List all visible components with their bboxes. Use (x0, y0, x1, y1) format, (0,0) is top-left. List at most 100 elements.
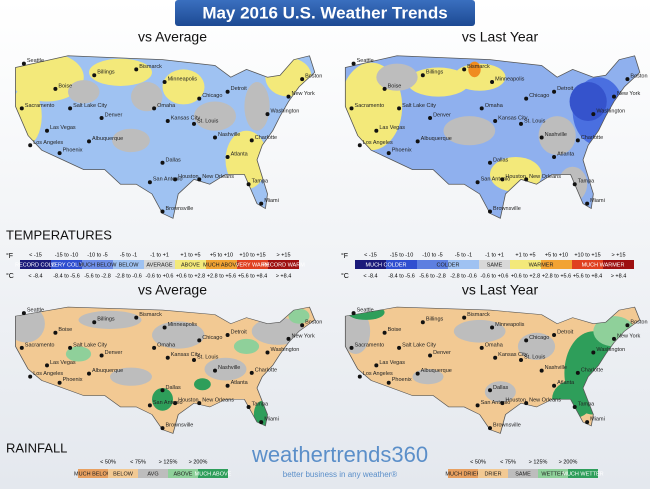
city-label: Chicago (202, 335, 222, 341)
city-dot (265, 350, 270, 355)
legend-threshold: < 75% (500, 459, 516, 465)
city-dot (21, 311, 26, 316)
legend-swatch (479, 260, 510, 269)
unit-label: °C (341, 272, 349, 280)
legend-swatch (78, 469, 108, 478)
city-dot (87, 371, 91, 376)
city-dot (552, 333, 557, 338)
city-label: Seattle (357, 58, 374, 64)
city-label: Boston (305, 320, 322, 326)
logo-tagline: better business in any weather® (283, 470, 398, 479)
legend-swatch (478, 469, 508, 478)
legend-threshold: > 200% (189, 459, 208, 465)
city-label: Nashville (545, 132, 567, 138)
city-label: Albuquerque (421, 368, 452, 374)
region (131, 82, 163, 112)
city-label: Boise (388, 83, 402, 89)
city-dot (539, 135, 544, 140)
city-dot (28, 374, 33, 379)
region (65, 346, 92, 362)
city-dot (351, 61, 356, 66)
city-label: Houston (505, 174, 526, 180)
city-dot (420, 73, 425, 78)
city-label: Los Angeles (33, 140, 63, 146)
legend-label: ABOVE (181, 262, 200, 268)
region (468, 61, 481, 78)
city-dot (585, 420, 590, 425)
city-dot (259, 420, 264, 425)
city-dot (173, 177, 178, 182)
legend-f: +5 to +10 (545, 252, 568, 258)
city-label: Albuquerque (421, 136, 452, 142)
city-dot (265, 112, 270, 117)
city-dot (524, 401, 529, 406)
region (89, 58, 152, 86)
city-label: Minneapolis (168, 77, 198, 83)
city-dot (162, 325, 167, 330)
city-label: Washington (596, 109, 625, 115)
legend-threshold: > 200% (559, 459, 578, 465)
legend-label: VERY WARM (236, 262, 270, 268)
legend-c: > +8.4 (611, 273, 627, 279)
region (193, 101, 236, 131)
city-dot (552, 154, 557, 159)
legend-threshold: < 75% (130, 459, 146, 465)
map-title: vs Average (138, 29, 207, 45)
legend-swatch (138, 469, 168, 478)
city-dot (428, 353, 433, 358)
city-label: Nashville (545, 365, 567, 371)
legend-c: -8.4 to -5.6 (388, 273, 415, 279)
city-dot (162, 80, 167, 85)
city-dot (374, 128, 379, 133)
city-dot (152, 106, 157, 111)
city-dot (45, 363, 49, 368)
legend-swatch (237, 260, 268, 269)
city-label: Brownsville (493, 206, 521, 212)
city-label: Billings (97, 70, 115, 76)
city-label: New York (292, 91, 315, 97)
city-dot (197, 338, 202, 343)
city-label: San Antonio (481, 177, 511, 183)
legend-f: -15 to -10 (390, 252, 414, 258)
region (288, 308, 310, 324)
city-dot (351, 311, 356, 316)
city-label: Omaha (485, 342, 504, 348)
legend-c: -2.8 to -0.6 (115, 273, 142, 279)
city-label: San Antonio (153, 177, 183, 183)
city-label: Minneapolis (495, 322, 525, 328)
legend-label: VERY COLD (51, 262, 83, 268)
legend-f: > +15 (611, 252, 625, 258)
city-dot (488, 388, 492, 393)
city-dot (259, 201, 264, 206)
city-label: Detroit (231, 86, 248, 92)
city-label: Detroit (557, 330, 574, 336)
region (345, 308, 371, 354)
city-label: Las Vegas (50, 360, 76, 366)
city-dot (165, 118, 170, 123)
city-dot (99, 116, 104, 121)
city-label: New Orleans (202, 398, 234, 404)
city-dot (585, 201, 590, 206)
city-label: Denver (105, 113, 123, 119)
legend-threshold: > 125% (529, 459, 548, 465)
legend-swatch (448, 469, 478, 478)
city-dot (475, 403, 480, 408)
city-dot (160, 426, 165, 431)
city-dot (552, 383, 557, 388)
legend-swatch (538, 469, 568, 478)
city-label: Kansas City (171, 115, 201, 121)
city-label: Atlanta (557, 151, 575, 157)
city-label: Charlotte (581, 135, 603, 141)
city-dot (68, 106, 73, 111)
region (193, 378, 211, 391)
city-dot (519, 358, 523, 363)
city-dot (488, 160, 492, 165)
city-dot (249, 370, 254, 375)
city-label: Nashville (218, 132, 240, 138)
city-label: Salt Lake City (402, 103, 436, 109)
city-dot (197, 177, 202, 182)
city-dot (134, 315, 139, 320)
city-dot (225, 89, 230, 94)
city-dot (160, 388, 165, 393)
